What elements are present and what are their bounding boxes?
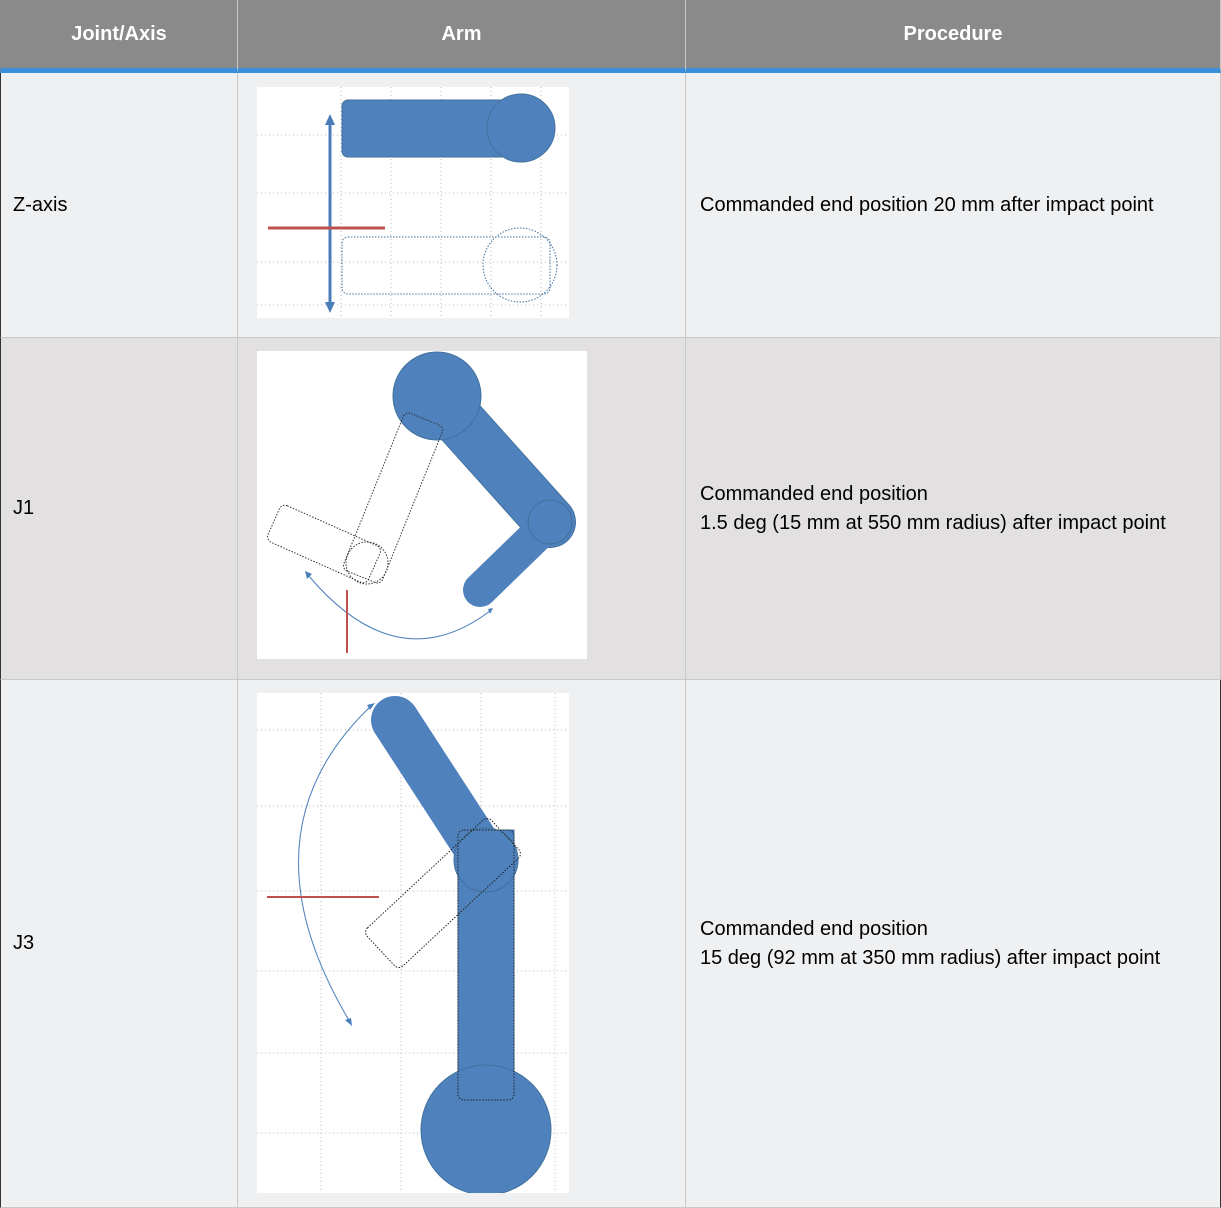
j3-diagram — [257, 693, 569, 1193]
joint: J1 — [13, 497, 35, 519]
procedure-cell: Commanded end position 1.5 deg (15 mm at … — [686, 338, 1221, 680]
joint: J3 — [13, 932, 35, 954]
procedure-line: 1.5 deg (15 mm at 550 mm radius) after i… — [700, 511, 1166, 534]
procedure-cell: Commanded end position 15 deg (92 mm at 3… — [686, 680, 1221, 1208]
j1-diagram — [257, 351, 587, 659]
header-cell: Procedure — [686, 0, 1221, 73]
procedure-line: 15 deg (92 mm at 350 mm radius) after im… — [700, 946, 1161, 969]
z-axis-diagram — [257, 87, 569, 318]
arm-cell — [238, 73, 686, 338]
joint-cell: J1 — [0, 338, 238, 680]
procedure-line: Commanded end position 20 mm after impac… — [700, 193, 1154, 216]
joint-cell: Z-axis — [0, 73, 238, 338]
procedure-line: Commanded end position — [700, 917, 928, 940]
joint-cell: J3 — [0, 680, 238, 1208]
procedure-cell: Commanded end position 20 mm after impac… — [686, 73, 1221, 338]
header-cell: Arm — [238, 0, 686, 73]
procedure-line: Commanded end position — [700, 482, 928, 505]
arm-cell — [238, 680, 686, 1208]
joint: Z-axis — [13, 193, 68, 216]
arm-cell — [238, 338, 686, 680]
header-cell: Joint/Axis — [0, 0, 238, 73]
